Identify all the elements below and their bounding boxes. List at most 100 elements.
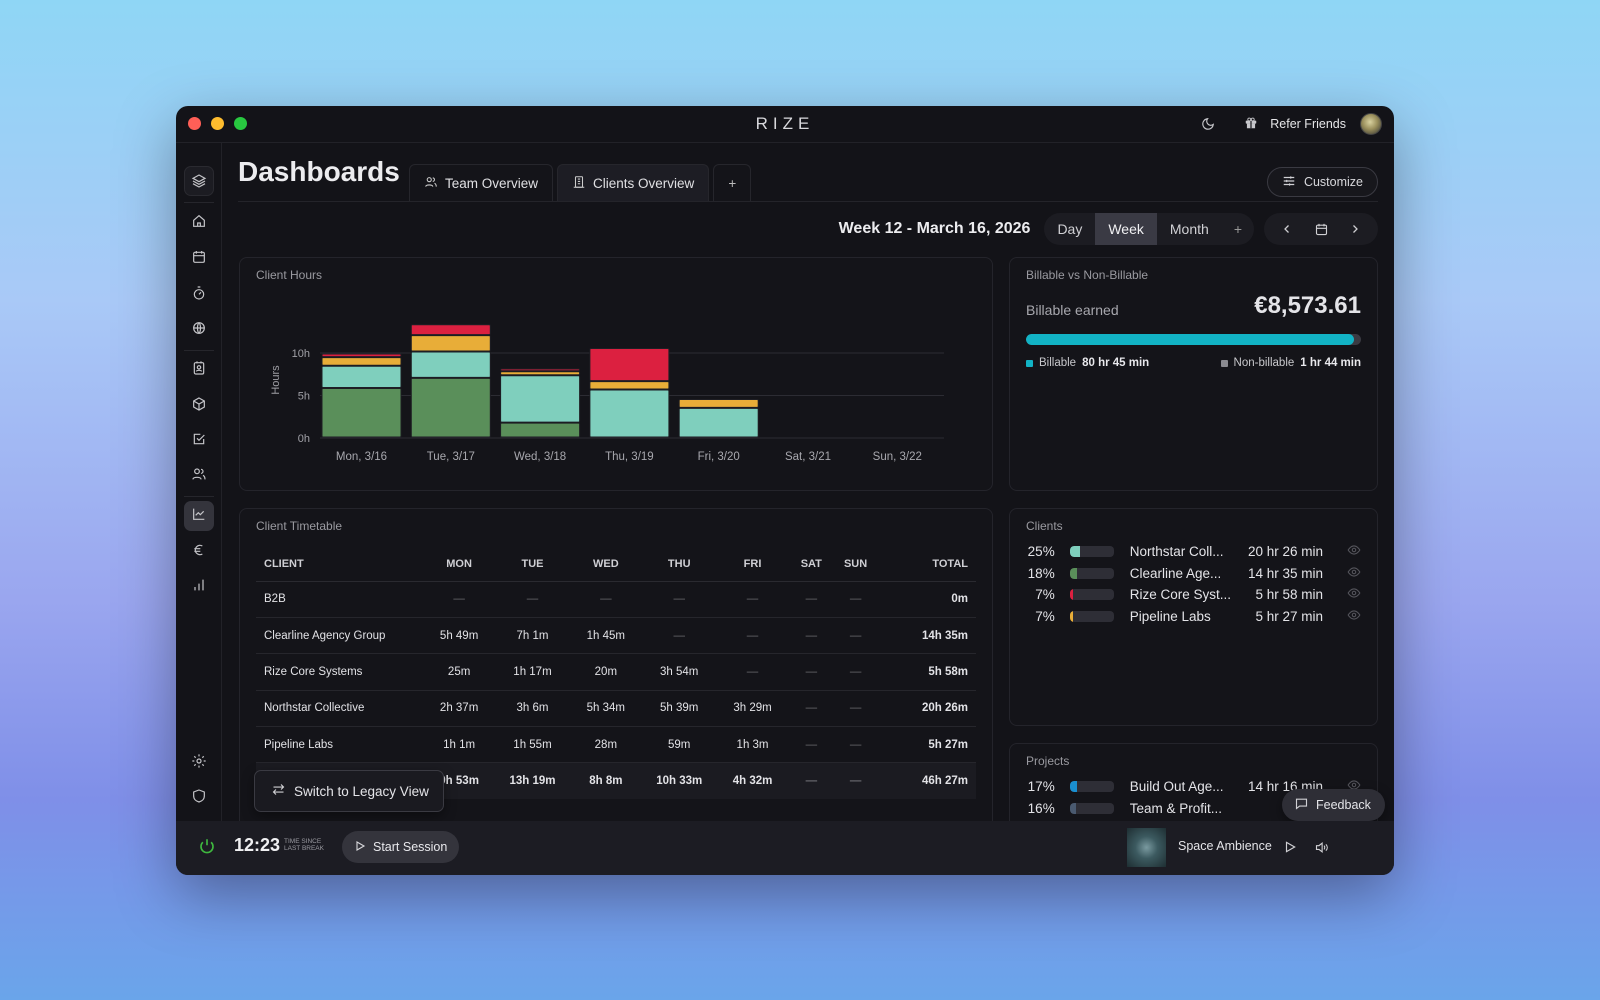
- sidebar-item-tasks[interactable]: [184, 426, 214, 456]
- bar-segment[interactable]: [410, 377, 491, 438]
- day-cell: 5h 34m: [569, 690, 643, 728]
- sidebar-item-reports[interactable]: [184, 572, 214, 602]
- column-header[interactable]: CLIENT: [256, 547, 423, 582]
- bar-segment[interactable]: [678, 398, 759, 408]
- day-cell: —: [789, 581, 834, 618]
- add-range-button[interactable]: +: [1233, 221, 1242, 237]
- column-header[interactable]: TUE: [495, 547, 570, 582]
- bar-segment[interactable]: [500, 375, 581, 423]
- client-name: B2B: [256, 581, 423, 618]
- eye-icon[interactable]: [1347, 778, 1361, 795]
- column-header[interactable]: SAT: [789, 547, 834, 582]
- column-header[interactable]: MON: [422, 547, 496, 582]
- bar-segment[interactable]: [321, 365, 402, 389]
- sidebar-item-settings[interactable]: [184, 748, 214, 778]
- legend-value: 80 hr 45 min: [1082, 357, 1150, 369]
- sliders-icon: [1282, 174, 1296, 191]
- bar-segment[interactable]: [410, 335, 491, 352]
- column-header[interactable]: THU: [642, 547, 716, 582]
- day-cell: —: [789, 726, 834, 764]
- title-bar: RIZE Refer Friends: [176, 106, 1394, 143]
- customize-button[interactable]: Customize: [1266, 167, 1378, 197]
- sidebar-item-timer[interactable]: [184, 280, 214, 310]
- client-name: Northstar Collective: [256, 690, 423, 728]
- item-name: Clearline Age...: [1129, 565, 1222, 581]
- list-item[interactable]: 18% Clearline Age... 14 hr 35 min: [1026, 563, 1361, 585]
- bar-segment[interactable]: [321, 388, 402, 438]
- page-title: Dashboards: [238, 156, 400, 187]
- day-cell: —: [495, 581, 570, 618]
- range-day-button[interactable]: Day: [1057, 221, 1083, 237]
- day-cell: 1h 3m: [715, 726, 790, 764]
- calendar-icon[interactable]: [1304, 213, 1338, 245]
- bar-segment[interactable]: [589, 347, 670, 382]
- day-cell: 1h 55m: [495, 726, 570, 764]
- column-header[interactable]: FRI: [715, 547, 790, 582]
- sidebar-item-team[interactable]: [184, 461, 214, 491]
- sidebar-item-clients[interactable]: [184, 355, 214, 385]
- volume-icon[interactable]: [1310, 836, 1332, 858]
- eye-icon[interactable]: [1347, 586, 1361, 603]
- traffic-lights: [188, 117, 247, 130]
- legend-non-billable: Non-billable 1 hr 44 min: [1220, 357, 1361, 369]
- date-range-label: Week 12 - March 16, 2026: [838, 220, 1031, 237]
- bar-segment[interactable]: [589, 381, 670, 390]
- bar-segment[interactable]: [678, 407, 759, 438]
- chevron-right-icon[interactable]: [1338, 213, 1372, 245]
- close-window-button[interactable]: [188, 117, 201, 130]
- bar-segment[interactable]: [410, 351, 491, 378]
- bar-segment[interactable]: [321, 357, 402, 366]
- sidebar-item-projects[interactable]: [184, 391, 214, 421]
- item-name: Northstar Coll...: [1129, 544, 1224, 560]
- bar-segment[interactable]: [500, 422, 581, 438]
- moon-icon[interactable]: [1196, 112, 1220, 136]
- user-avatar[interactable]: [1360, 113, 1382, 135]
- list-item[interactable]: 7% Pipeline Labs 5 hr 27 min: [1026, 606, 1361, 628]
- sidebar-item-privacy[interactable]: [184, 783, 214, 813]
- tab-clients-overview[interactable]: Clients Overview: [557, 164, 710, 202]
- maximize-window-button[interactable]: [234, 117, 247, 130]
- bar-segment[interactable]: [589, 389, 670, 438]
- day-cell: 5h 39m: [642, 690, 716, 728]
- power-icon[interactable]: [198, 837, 216, 860]
- switch-legacy-view-button[interactable]: Switch to Legacy View: [254, 770, 444, 812]
- refer-friends-button[interactable]: Refer Friends: [1244, 116, 1346, 133]
- billable-card: Billable vs Non-Billable Billable earned…: [1009, 257, 1378, 491]
- bar-segment[interactable]: [500, 368, 581, 372]
- add-tab-button[interactable]: +: [713, 164, 752, 202]
- sidebar-item-home[interactable]: [184, 208, 214, 238]
- item-duration: 5 hr 27 min: [1255, 608, 1323, 624]
- column-header[interactable]: WED: [569, 547, 643, 582]
- range-week-button[interactable]: Week: [1095, 213, 1157, 245]
- list-item[interactable]: 25% Northstar Coll... 20 hr 26 min: [1026, 541, 1361, 563]
- column-header[interactable]: TOTAL: [877, 547, 976, 582]
- sidebar-item-calendar[interactable]: [184, 244, 214, 274]
- svg-text:Sun, 3/22: Sun, 3/22: [873, 451, 922, 463]
- eye-icon[interactable]: [1347, 608, 1361, 625]
- chat-bubble-icon: [1294, 796, 1309, 814]
- start-session-button[interactable]: Start Session: [342, 831, 460, 863]
- bar-segment[interactable]: [410, 324, 491, 336]
- total-cell: 5h 58m: [877, 653, 976, 691]
- eye-icon[interactable]: [1347, 543, 1361, 560]
- layers-icon[interactable]: [184, 166, 214, 196]
- share-bar: [1069, 802, 1114, 814]
- sidebar-item-dashboards[interactable]: [184, 501, 214, 531]
- sidebar-item-billing[interactable]: [184, 537, 214, 567]
- eye-icon[interactable]: [1347, 565, 1361, 582]
- minimize-window-button[interactable]: [211, 117, 224, 130]
- share-bar: [1069, 589, 1114, 601]
- svg-text:5h: 5h: [298, 391, 310, 403]
- feedback-button[interactable]: Feedback: [1282, 789, 1385, 821]
- column-header[interactable]: SUN: [833, 547, 878, 582]
- billable-amount: €8,573.61: [1254, 292, 1361, 319]
- bar-segment[interactable]: [321, 353, 402, 358]
- bar-segment[interactable]: [500, 371, 581, 376]
- range-month-button[interactable]: Month: [1169, 221, 1209, 237]
- list-item[interactable]: 7% Rize Core Syst... 5 hr 58 min: [1026, 584, 1361, 606]
- total-cell: 14h 35m: [877, 617, 976, 655]
- chevron-left-icon[interactable]: [1270, 213, 1304, 245]
- sidebar-item-web[interactable]: [184, 315, 214, 345]
- tab-team-overview[interactable]: Team Overview: [409, 164, 554, 202]
- play-icon[interactable]: [1279, 836, 1301, 858]
